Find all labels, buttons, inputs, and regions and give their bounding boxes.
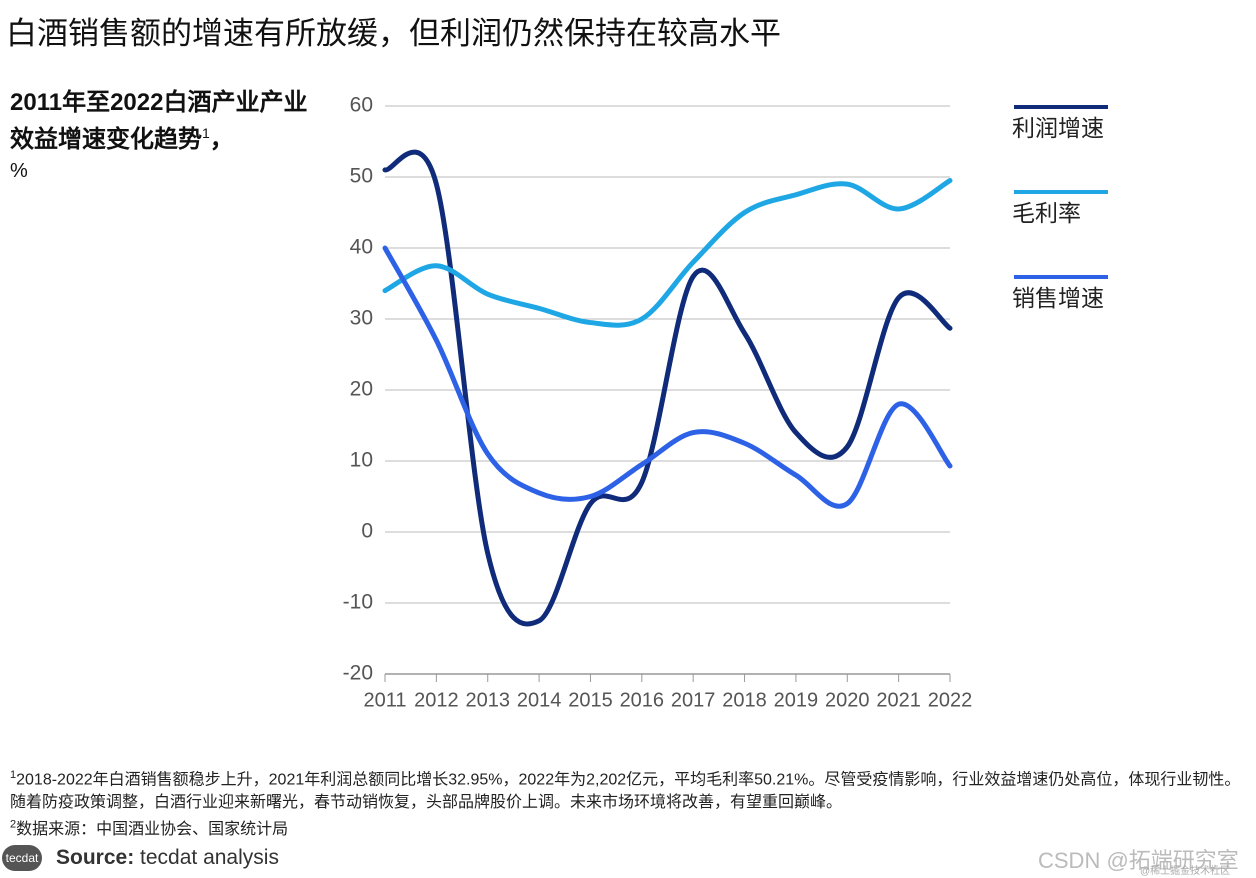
legend-label: 销售增速 <box>1012 285 1104 311</box>
y-tick-label: -20 <box>343 662 373 685</box>
legend-label: 毛利率 <box>1012 200 1081 226</box>
x-tick-label: 2017 <box>671 689 716 711</box>
legend-label: 利润增速 <box>1012 115 1104 141</box>
subtitle-suffix: ， <box>209 126 234 153</box>
x-tick-label: 2014 <box>517 689 562 711</box>
y-tick-label: 20 <box>350 378 373 401</box>
unit: % <box>10 160 28 182</box>
x-tick-label: 2020 <box>825 689 870 711</box>
x-tick-label: 2011 <box>363 689 406 711</box>
footnote-2: 2数据来源：中国酒业协会、国家统计局 <box>10 815 288 839</box>
footnote-mark: 1 <box>10 769 17 781</box>
subtitle-note: 1 <box>202 125 210 141</box>
y-tick-label: 30 <box>350 307 373 330</box>
source-text: tecdat analysis <box>140 846 279 869</box>
y-tick-label: 60 <box>350 94 373 117</box>
x-tick-label: 2018 <box>722 689 767 711</box>
series-line <box>382 178 953 328</box>
y-tick-label: 40 <box>350 236 373 259</box>
series-line <box>382 245 953 509</box>
series-line <box>382 149 953 627</box>
chart-subtitle: 2011年至2022白酒产业产业效益增速变化趋势 <box>10 89 308 153</box>
y-tick-label: 0 <box>361 520 373 543</box>
x-tick-label: 2012 <box>414 689 459 711</box>
y-tick-label: 50 <box>350 165 373 188</box>
y-tick-label: -10 <box>343 591 373 614</box>
x-tick-label: 2019 <box>774 689 819 711</box>
x-tick-label: 2013 <box>465 689 510 711</box>
watermark: CSDN @拓端研究室 <box>1038 848 1239 873</box>
footnote-text: 数据来源：中国酒业协会、国家统计局 <box>16 821 289 838</box>
chart: -20 -10 0 10 20 30 40 50 60 2011 2012 2013 2014 2015 2… <box>343 94 1108 711</box>
footnote-text: 2018-2022年白酒销售额稳步上升，2021年利润总额同比增长32.95%，… <box>10 771 1241 812</box>
x-tick-label: 2022 <box>928 689 973 711</box>
x-tick-label: 2015 <box>568 689 613 711</box>
chart-subtitle-block: 2011年至2022白酒产业产业效益增速变化趋势1， % <box>10 88 330 186</box>
page-title: 白酒销售额的增速有所放缓，但利润仍然保持在较高水平 <box>6 16 781 51</box>
footnote-mark: 2 <box>10 818 17 831</box>
x-tick-label: 2016 <box>620 689 665 711</box>
logo: tecdat <box>2 845 42 871</box>
y-tick-label: 10 <box>350 449 373 472</box>
source: Source: tecdat analysis <box>56 846 279 870</box>
x-tick-label: 2021 <box>876 689 921 711</box>
footnote-1: 12018-2022年白酒销售额稳步上升，2021年利润总额同比增长32.95%… <box>10 764 1246 814</box>
watermark-small: @稀土掘金技术社区 <box>1140 866 1231 877</box>
source-label: Source: <box>56 846 135 869</box>
